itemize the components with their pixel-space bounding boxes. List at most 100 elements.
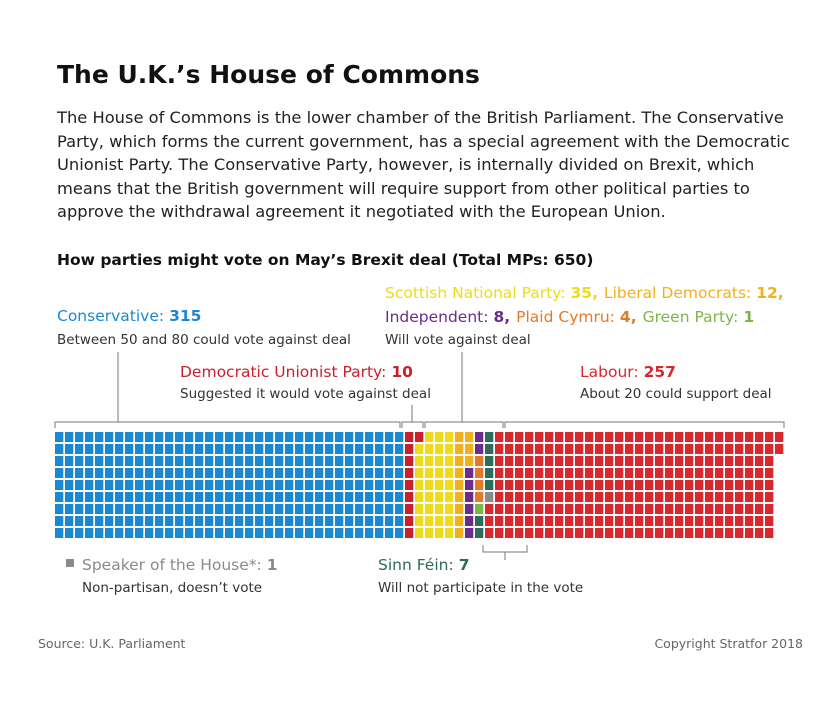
party-block bbox=[55, 432, 404, 538]
seat bbox=[635, 516, 644, 526]
seat bbox=[465, 480, 474, 490]
seat bbox=[565, 432, 574, 442]
seat bbox=[675, 528, 684, 538]
seat bbox=[295, 516, 304, 526]
legend-swatch bbox=[66, 559, 74, 567]
seat bbox=[595, 528, 604, 538]
seat bbox=[375, 516, 384, 526]
seat bbox=[105, 528, 114, 538]
seat bbox=[335, 468, 344, 478]
seat bbox=[335, 456, 344, 466]
seat bbox=[315, 504, 324, 514]
seat bbox=[75, 504, 84, 514]
seat bbox=[695, 492, 704, 502]
seat bbox=[405, 468, 414, 478]
seat bbox=[95, 516, 104, 526]
seat bbox=[285, 468, 294, 478]
seat bbox=[115, 480, 124, 490]
seat bbox=[455, 480, 464, 490]
page-title: The U.K.’s House of Commons bbox=[57, 60, 480, 89]
seat bbox=[555, 480, 564, 490]
seat bbox=[715, 516, 724, 526]
seat bbox=[185, 516, 194, 526]
seat bbox=[155, 516, 164, 526]
seat bbox=[295, 492, 304, 502]
seat bbox=[305, 432, 314, 442]
copyright: Copyright Stratfor 2018 bbox=[654, 636, 803, 651]
seat bbox=[755, 516, 764, 526]
seat bbox=[355, 468, 364, 478]
seat bbox=[725, 432, 734, 442]
seat bbox=[565, 468, 574, 478]
seat bbox=[625, 528, 634, 538]
seat bbox=[225, 456, 234, 466]
seat bbox=[205, 516, 214, 526]
seat bbox=[545, 516, 554, 526]
seat bbox=[485, 528, 494, 538]
seat bbox=[375, 492, 384, 502]
seat bbox=[545, 504, 554, 514]
seat bbox=[195, 456, 204, 466]
seat bbox=[615, 480, 624, 490]
seat bbox=[105, 492, 114, 502]
seat bbox=[335, 504, 344, 514]
seat bbox=[555, 516, 564, 526]
seat bbox=[655, 492, 664, 502]
seat bbox=[775, 444, 784, 454]
party-name: Speaker of the House*: bbox=[82, 556, 262, 574]
seat bbox=[255, 444, 264, 454]
seat bbox=[635, 480, 644, 490]
seat bbox=[155, 432, 164, 442]
seat bbox=[665, 516, 674, 526]
seat bbox=[565, 504, 574, 514]
seat bbox=[365, 516, 374, 526]
seat bbox=[465, 456, 474, 466]
seat bbox=[105, 516, 114, 526]
seat bbox=[585, 432, 594, 442]
annotation: Will vote against deal bbox=[385, 332, 531, 348]
seat bbox=[265, 444, 274, 454]
seat bbox=[85, 456, 94, 466]
seat bbox=[145, 528, 154, 538]
seat bbox=[395, 444, 404, 454]
seat bbox=[155, 492, 164, 502]
seat bbox=[595, 480, 604, 490]
seat bbox=[125, 444, 134, 454]
seat bbox=[515, 444, 524, 454]
seat bbox=[595, 504, 604, 514]
seat bbox=[135, 528, 144, 538]
seat bbox=[235, 516, 244, 526]
seat bbox=[125, 468, 134, 478]
seat bbox=[265, 480, 274, 490]
seat bbox=[505, 468, 514, 478]
seat bbox=[575, 492, 584, 502]
seat bbox=[55, 456, 64, 466]
seat bbox=[185, 492, 194, 502]
seat bbox=[655, 468, 664, 478]
seat bbox=[425, 444, 434, 454]
seat bbox=[585, 504, 594, 514]
seat bbox=[525, 528, 534, 538]
seat bbox=[655, 456, 664, 466]
seat bbox=[75, 432, 84, 442]
seat bbox=[365, 456, 374, 466]
seat bbox=[245, 528, 254, 538]
seat bbox=[645, 516, 654, 526]
seat bbox=[365, 480, 374, 490]
seat bbox=[285, 444, 294, 454]
seat bbox=[175, 504, 184, 514]
seat bbox=[665, 480, 674, 490]
seat bbox=[235, 528, 244, 538]
seat bbox=[165, 480, 174, 490]
seat bbox=[345, 492, 354, 502]
seat bbox=[545, 432, 554, 442]
seat bbox=[165, 516, 174, 526]
seat bbox=[295, 432, 304, 442]
seat bbox=[365, 492, 374, 502]
seat bbox=[685, 480, 694, 490]
seat bbox=[265, 528, 274, 538]
seat bbox=[95, 432, 104, 442]
seat bbox=[645, 528, 654, 538]
seat bbox=[755, 528, 764, 538]
seat bbox=[745, 528, 754, 538]
